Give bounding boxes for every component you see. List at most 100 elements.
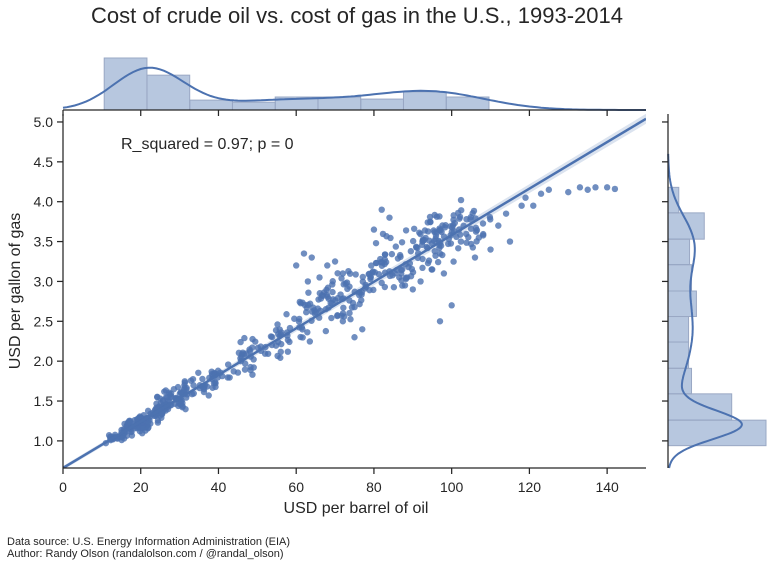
- data-point: [284, 348, 292, 355]
- data-point: [153, 404, 160, 411]
- data-point: [479, 220, 487, 227]
- data-point: [450, 258, 457, 265]
- data-point: [565, 188, 572, 196]
- data-point: [439, 251, 446, 259]
- data-point: [392, 243, 400, 250]
- data-point: [387, 234, 394, 242]
- data-point: [356, 300, 363, 308]
- data-point: [123, 432, 130, 439]
- data-point: [250, 356, 257, 363]
- top-marginal-histogram: [62, 57, 646, 116]
- data-point: [401, 282, 409, 289]
- data-point: [274, 321, 281, 328]
- regression-line-layer: [63, 114, 646, 468]
- data-point: [205, 392, 212, 399]
- data-point: [378, 206, 385, 213]
- data-point: [467, 225, 475, 232]
- data-point: [338, 275, 345, 282]
- histogram-bar: [360, 98, 404, 111]
- data-point: [315, 296, 322, 303]
- data-point: [390, 284, 398, 291]
- data-point: [304, 301, 312, 309]
- data-point: [308, 254, 315, 261]
- data-point: [334, 312, 341, 320]
- data-point: [299, 299, 306, 306]
- histogram-bar: [667, 316, 690, 343]
- x-tick-label: 140: [595, 479, 619, 495]
- data-point: [224, 361, 232, 368]
- data-point: [283, 311, 290, 318]
- data-point: [462, 230, 470, 238]
- data-point: [371, 269, 379, 276]
- data-point: [487, 216, 494, 223]
- x-tick-label: 20: [133, 479, 149, 495]
- data-point: [351, 303, 358, 311]
- data-point: [377, 259, 385, 266]
- data-point: [359, 273, 367, 281]
- histogram-bar: [667, 341, 690, 369]
- data-point: [359, 326, 366, 333]
- data-point: [473, 226, 481, 234]
- x-tick-label: 80: [366, 479, 382, 495]
- data-point: [351, 334, 358, 341]
- x-axis-label: USD per barrel of oil: [284, 500, 429, 517]
- data-point: [381, 283, 389, 291]
- data-point: [424, 219, 431, 226]
- data-point: [470, 207, 478, 215]
- data-point: [518, 202, 525, 209]
- data-point: [522, 194, 529, 201]
- data-point: [175, 402, 182, 410]
- data-point: [322, 327, 330, 335]
- data-point: [388, 250, 396, 258]
- histogram-bar: [189, 99, 233, 111]
- data-point: [436, 244, 443, 252]
- data-point: [584, 186, 591, 193]
- data-point: [154, 393, 161, 400]
- data-point: [417, 230, 424, 238]
- x-tick-label: 60: [288, 479, 304, 495]
- data-point: [467, 216, 474, 223]
- data-point: [241, 334, 248, 342]
- right-marginal-histogram: [662, 114, 767, 469]
- data-point: [126, 417, 134, 425]
- data-point: [249, 335, 256, 343]
- footer-author: Author: Randy Olson (randalolson.com / @…: [7, 548, 284, 560]
- data-point: [431, 228, 438, 236]
- data-point: [409, 286, 416, 293]
- data-point: [437, 227, 444, 234]
- data-point: [324, 262, 331, 269]
- data-point: [396, 251, 404, 259]
- data-point: [467, 240, 475, 248]
- data-point: [409, 237, 417, 245]
- data-point: [264, 350, 272, 357]
- scatter-plot-area: 0 20 40 60 80 100 120 140 1.0 1.5 2.0 2.5 3.0 3.5 4.0 4…: [34, 114, 646, 495]
- data-point: [324, 284, 332, 291]
- data-point: [277, 348, 285, 356]
- data-point: [316, 274, 323, 281]
- data-point: [479, 230, 487, 238]
- data-point: [158, 414, 165, 421]
- data-point: [447, 223, 454, 230]
- data-point: [448, 302, 455, 309]
- x-tick-label: 100: [440, 479, 464, 495]
- histogram-bar: [103, 57, 148, 111]
- data-point: [345, 267, 352, 275]
- data-point: [276, 326, 283, 333]
- data-point: [195, 369, 202, 376]
- data-point: [611, 185, 619, 193]
- data-point: [334, 294, 342, 302]
- histogram-bar: [667, 212, 705, 240]
- data-point: [304, 278, 312, 285]
- data-point: [419, 255, 426, 263]
- data-point: [145, 424, 152, 431]
- data-point: [135, 414, 142, 422]
- data-point: [421, 227, 429, 234]
- data-point: [328, 314, 335, 322]
- kde-curve-y: [667, 153, 743, 469]
- data-point: [347, 316, 354, 323]
- data-point: [250, 364, 257, 371]
- chart-title: Cost of crude oil vs. cost of gas in the…: [91, 3, 623, 28]
- data-point: [368, 262, 375, 269]
- data-point: [237, 338, 244, 346]
